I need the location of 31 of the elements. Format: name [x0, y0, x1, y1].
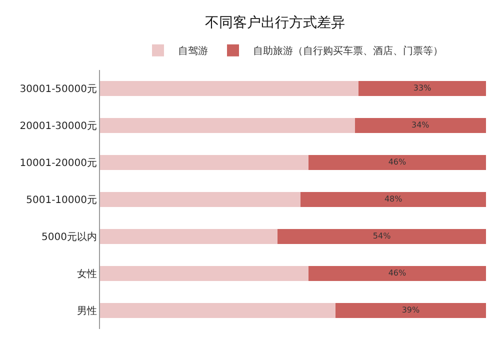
y-tick-label: 5000元以内: [42, 231, 97, 243]
data-label: 34%: [412, 120, 430, 130]
y-tick-label: 10001-20000元: [20, 158, 97, 169]
y-tick-label: 女性: [77, 268, 97, 280]
y-tick-label: 30001-50000元: [20, 84, 97, 95]
y-tick-label: 男性: [77, 305, 97, 317]
data-label: 46%: [388, 268, 407, 278]
bar: [100, 266, 308, 281]
bar: [335, 303, 486, 318]
bar: [308, 155, 486, 170]
y-tick-label: 5001-10000元: [26, 195, 97, 206]
data-label: 48%: [384, 194, 403, 204]
bar: [308, 266, 486, 281]
bar: [354, 118, 486, 133]
bar: [278, 229, 486, 244]
data-label: 46%: [388, 158, 407, 166]
data-label: 39%: [402, 306, 420, 314]
data-label: 54%: [372, 232, 392, 240]
bar: [100, 118, 355, 133]
chart-title: 不同客户出行方式差异: [205, 14, 345, 31]
legend-label: 自驾游: [178, 45, 208, 58]
bar: [100, 303, 336, 318]
bar: [100, 81, 359, 96]
legend-label: 自助旅游（自行购买车票、酒店、门票等）: [253, 45, 443, 58]
y-tick-label: 20001-30000元: [20, 121, 97, 132]
data-label: 33%: [413, 84, 432, 92]
bar: [100, 192, 301, 207]
bar: [100, 155, 308, 170]
bar: [100, 229, 278, 244]
bar: [300, 192, 486, 207]
bar: [358, 81, 486, 96]
